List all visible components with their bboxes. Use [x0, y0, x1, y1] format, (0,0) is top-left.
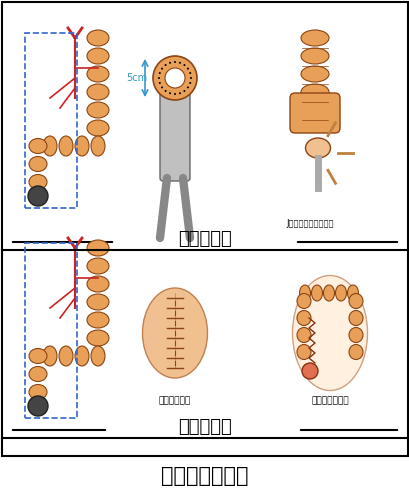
Ellipse shape	[87, 66, 109, 82]
Circle shape	[187, 87, 189, 89]
Ellipse shape	[87, 120, 109, 136]
Ellipse shape	[142, 288, 207, 378]
Ellipse shape	[311, 285, 322, 301]
Circle shape	[161, 68, 163, 70]
Circle shape	[164, 64, 166, 66]
Circle shape	[189, 72, 191, 74]
Ellipse shape	[59, 346, 73, 366]
Ellipse shape	[87, 294, 109, 310]
Ellipse shape	[300, 30, 328, 46]
Circle shape	[187, 68, 189, 70]
Ellipse shape	[91, 346, 105, 366]
Text: 5cm: 5cm	[126, 73, 147, 83]
Circle shape	[189, 77, 191, 79]
Circle shape	[161, 87, 163, 89]
Ellipse shape	[348, 345, 362, 360]
Circle shape	[169, 92, 171, 94]
Circle shape	[164, 68, 184, 88]
Circle shape	[183, 64, 185, 66]
Ellipse shape	[87, 258, 109, 274]
Circle shape	[301, 363, 317, 379]
Text: J型結腸囊肣門管吼合: J型結腸囊肣門管吼合	[285, 219, 333, 228]
Ellipse shape	[300, 66, 328, 82]
Ellipse shape	[29, 367, 47, 381]
FancyBboxPatch shape	[289, 93, 339, 133]
Ellipse shape	[87, 240, 109, 256]
Ellipse shape	[87, 30, 109, 46]
Ellipse shape	[87, 276, 109, 292]
Ellipse shape	[296, 345, 310, 360]
Circle shape	[28, 396, 48, 416]
Circle shape	[169, 62, 171, 64]
Ellipse shape	[300, 84, 328, 100]
Text: 直脳切断術: 直脳切断術	[178, 418, 231, 436]
Ellipse shape	[29, 156, 47, 171]
Circle shape	[164, 90, 166, 92]
Text: 直脳がんの手術: 直脳がんの手術	[161, 466, 248, 486]
Ellipse shape	[87, 102, 109, 118]
Text: 直脳切除術: 直脳切除術	[178, 230, 231, 248]
Ellipse shape	[305, 138, 330, 158]
Circle shape	[158, 72, 160, 74]
Circle shape	[158, 82, 160, 84]
Ellipse shape	[29, 174, 47, 190]
Ellipse shape	[59, 136, 73, 156]
Ellipse shape	[29, 384, 47, 399]
Ellipse shape	[300, 48, 328, 64]
Text: 人工肣門造設術: 人工肣門造設術	[310, 396, 348, 405]
Circle shape	[173, 61, 175, 63]
Ellipse shape	[87, 330, 109, 346]
Ellipse shape	[29, 349, 47, 364]
Ellipse shape	[87, 312, 109, 328]
Ellipse shape	[87, 48, 109, 64]
Text: 会陰刈の閉鎖: 会陰刈の閉鎖	[159, 396, 191, 405]
Ellipse shape	[75, 136, 89, 156]
Ellipse shape	[43, 136, 57, 156]
Ellipse shape	[292, 275, 366, 390]
Bar	[25, 33, 77, 208]
Ellipse shape	[91, 136, 105, 156]
Ellipse shape	[75, 346, 89, 366]
Circle shape	[183, 90, 185, 92]
FancyBboxPatch shape	[160, 85, 189, 181]
Circle shape	[173, 93, 175, 95]
Circle shape	[28, 186, 48, 206]
Ellipse shape	[348, 293, 362, 308]
Ellipse shape	[43, 346, 57, 366]
Circle shape	[153, 56, 196, 100]
Circle shape	[178, 92, 180, 94]
Ellipse shape	[296, 328, 310, 343]
Ellipse shape	[29, 138, 47, 153]
Ellipse shape	[296, 293, 310, 308]
Ellipse shape	[323, 285, 334, 301]
Circle shape	[189, 82, 191, 84]
Circle shape	[178, 62, 180, 64]
Ellipse shape	[348, 310, 362, 326]
Ellipse shape	[348, 328, 362, 343]
Ellipse shape	[87, 84, 109, 100]
Ellipse shape	[335, 285, 346, 301]
Circle shape	[157, 77, 160, 79]
Ellipse shape	[296, 310, 310, 326]
Bar	[25, 243, 77, 418]
Ellipse shape	[299, 285, 310, 301]
Ellipse shape	[347, 285, 357, 301]
